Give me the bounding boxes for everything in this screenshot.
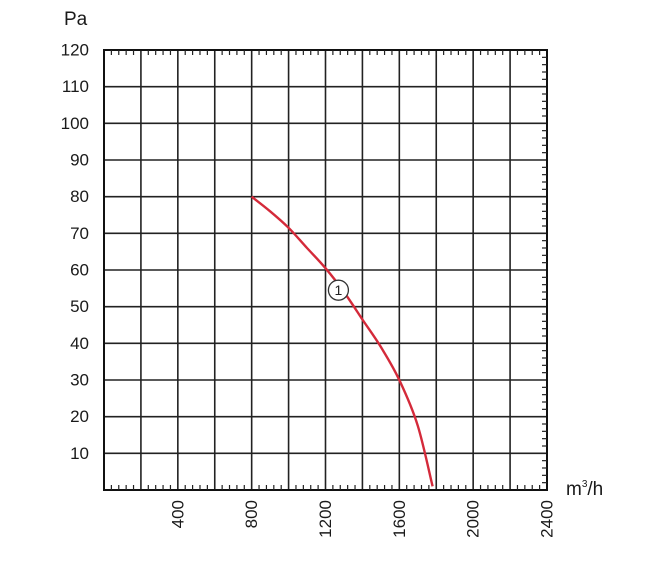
y-tick-label: 50	[70, 297, 89, 316]
x-tick-label: 1200	[316, 500, 335, 538]
y-tick-label: 20	[70, 407, 89, 426]
x-tick-label: 2400	[538, 500, 557, 538]
x-tick-label: 800	[242, 500, 261, 528]
y-tick-label: 30	[70, 371, 89, 390]
y-tick-label: 110	[62, 77, 89, 96]
chart-grid	[104, 50, 547, 490]
y-axis-label: Pa	[64, 9, 88, 30]
y-tick-label: 60	[70, 261, 89, 280]
y-tick-label: 40	[70, 334, 89, 353]
series-marker-circle	[327, 279, 350, 301]
x-tick-label: 2000	[464, 500, 483, 538]
x-tick-label: 1600	[390, 500, 409, 538]
y-tick-label: 90	[70, 151, 89, 170]
plot-frame	[103, 49, 548, 491]
series-line-1	[250, 195, 434, 487]
x-tick-label: 400	[168, 500, 187, 528]
y-tick-labels: 10 20 30 40 50 60 70 80 90 100 110 120	[61, 41, 89, 463]
minor-ticks	[110, 50, 547, 490]
series-marker-label: 1	[335, 282, 343, 298]
y-tick-label: 120	[61, 41, 89, 60]
x-axis-label: m3/h	[566, 479, 603, 500]
x-tick-labels: 400 800 1200 1600 2000 2400	[168, 500, 556, 538]
y-tick-label: 70	[70, 224, 89, 243]
series-marker-1: 1	[327, 279, 350, 301]
y-tick-label: 100	[61, 114, 89, 133]
y-tick-label: 80	[70, 187, 89, 206]
y-tick-label: 10	[70, 444, 89, 463]
